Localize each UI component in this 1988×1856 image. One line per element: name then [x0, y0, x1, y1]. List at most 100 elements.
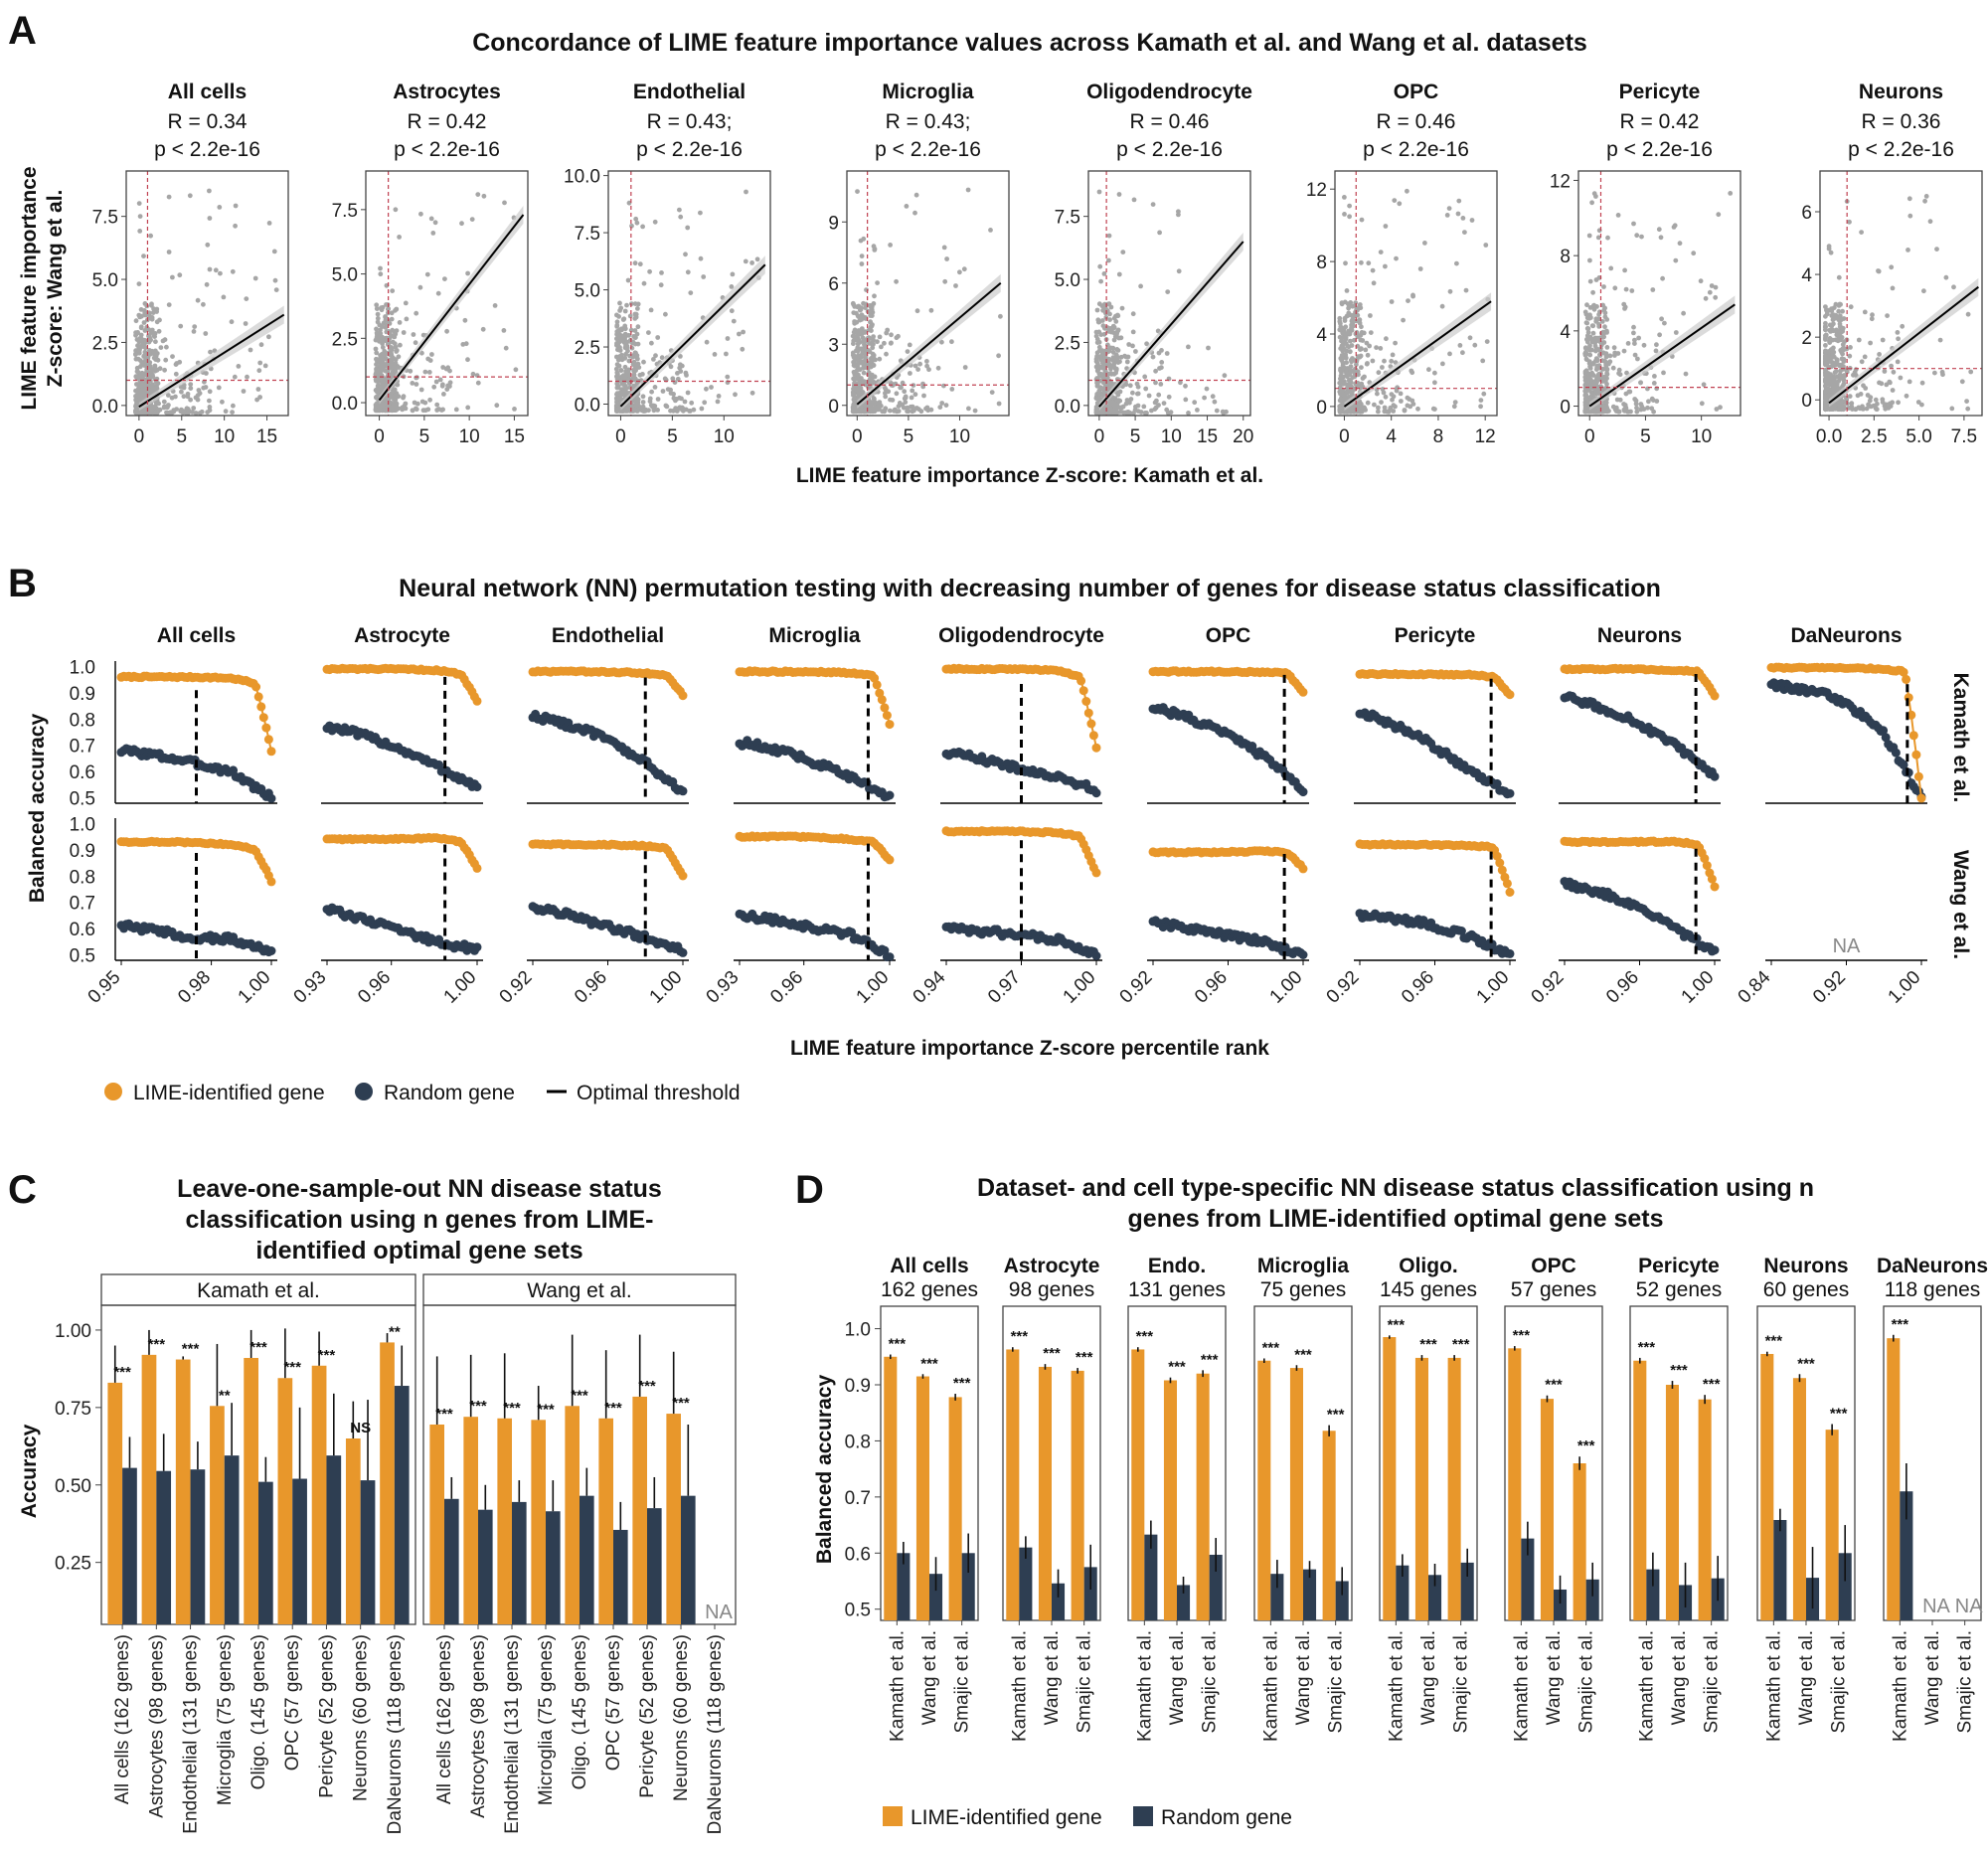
- scatter-point: [868, 313, 874, 318]
- scatter-point: [1895, 330, 1901, 335]
- scatter-point: [272, 277, 278, 283]
- scatter-point: [391, 404, 396, 410]
- scatter-point: [996, 401, 1002, 407]
- scatter-point: [1349, 324, 1355, 330]
- scatter-point: [1716, 212, 1722, 218]
- scatter-point: [1823, 378, 1828, 384]
- scatter-point: [649, 404, 655, 410]
- scatter-point: [850, 333, 856, 339]
- scatter-point: [623, 408, 629, 414]
- scatter-point: [475, 192, 481, 198]
- scatter-point: [1835, 338, 1841, 344]
- scatter-point: [1594, 364, 1599, 370]
- scatter-point: [1951, 284, 1956, 290]
- scatter-point: [1460, 216, 1466, 221]
- scatter-point: [1447, 288, 1453, 294]
- scatter-point: [137, 214, 143, 220]
- scatter-point: [877, 334, 883, 340]
- scatter-point: [1656, 227, 1662, 233]
- scatter-point: [174, 361, 180, 366]
- scatter-point: [1830, 317, 1836, 323]
- scatter-point: [1093, 396, 1099, 401]
- facet-r: R = 0.36: [1862, 110, 1941, 133]
- line-facet: Astrocyte: [321, 624, 483, 804]
- scatter-point: [1393, 404, 1398, 410]
- scatter-point: [1834, 358, 1840, 364]
- scatter-point: [164, 344, 169, 350]
- scatter-point: [685, 390, 691, 396]
- x-tick-label: 15: [256, 426, 277, 447]
- scatter-point: [624, 302, 629, 308]
- scatter-point: [1472, 342, 1478, 348]
- scatter-point: [888, 243, 893, 248]
- scatter-point: [1713, 284, 1719, 290]
- scatter-point: [1626, 389, 1632, 395]
- scatter-point: [663, 311, 668, 317]
- scatter-point: [1359, 259, 1364, 265]
- scatter-point: [394, 348, 400, 353]
- line-facet: Microglia: [734, 624, 896, 804]
- scatter-point: [1101, 410, 1106, 415]
- scatter-point: [374, 334, 380, 340]
- scatter-point: [230, 410, 236, 415]
- scatter-point: [1829, 323, 1835, 329]
- scatter-point: [620, 317, 626, 322]
- scatter-point: [257, 360, 263, 366]
- scatter-point: [141, 308, 147, 313]
- scatter-point: [907, 342, 912, 348]
- scatter-point: [730, 271, 736, 277]
- facet-frame: [1334, 170, 1498, 417]
- scatter-point: [943, 403, 949, 408]
- scatter-point: [141, 320, 147, 325]
- scatter-point: [266, 221, 272, 226]
- x-tick-label: 12: [1475, 426, 1496, 447]
- scatter-point: [135, 356, 141, 362]
- x-tick-label: 5: [419, 426, 430, 447]
- scatter-point: [1831, 376, 1836, 381]
- scatter-point: [152, 368, 158, 374]
- scatter-point: [1120, 250, 1126, 254]
- scatter-point: [480, 326, 486, 332]
- scatter-point: [133, 404, 138, 410]
- facet-title: Pericyte: [1619, 81, 1701, 103]
- scatter-point: [221, 294, 227, 300]
- scatter-point: [887, 408, 893, 414]
- scatter-point: [670, 376, 676, 382]
- scatter-point: [1127, 383, 1133, 389]
- scatter-point: [1143, 386, 1149, 392]
- scatter-point: [1135, 391, 1140, 397]
- scatter-point: [1615, 213, 1621, 218]
- scatter-point: [725, 374, 731, 380]
- scatter-point: [1631, 324, 1636, 330]
- scatter-point: [470, 371, 476, 377]
- scatter-point: [615, 347, 620, 353]
- scatter-point: [1130, 329, 1136, 335]
- scatter-point: [1116, 192, 1122, 197]
- scatter-point: [1638, 380, 1643, 386]
- scatter-point: [856, 328, 862, 333]
- scatter-point: [465, 405, 471, 411]
- scatter-point: [1585, 326, 1591, 331]
- facet-p: p < 2.2e-16: [154, 138, 260, 161]
- scatter-point: [699, 406, 705, 412]
- scatter-point: [380, 345, 386, 350]
- scatter-point: [144, 303, 150, 309]
- scatter-point: [1481, 391, 1487, 397]
- scatter-point: [884, 351, 889, 357]
- scatter-point: [192, 324, 198, 329]
- scatter-point: [655, 335, 661, 340]
- scatter-point: [1212, 399, 1218, 405]
- scatter-point: [1900, 323, 1905, 329]
- scatter-point: [1350, 375, 1356, 381]
- scatter-point: [704, 339, 710, 345]
- scatter-point: [1650, 287, 1656, 292]
- scatter-point: [1860, 407, 1866, 412]
- scatter-point: [1389, 358, 1395, 364]
- scatter-point: [616, 314, 621, 319]
- scatter-point: [255, 387, 261, 392]
- scatter-point: [1338, 387, 1344, 392]
- scatter-point: [1714, 407, 1720, 412]
